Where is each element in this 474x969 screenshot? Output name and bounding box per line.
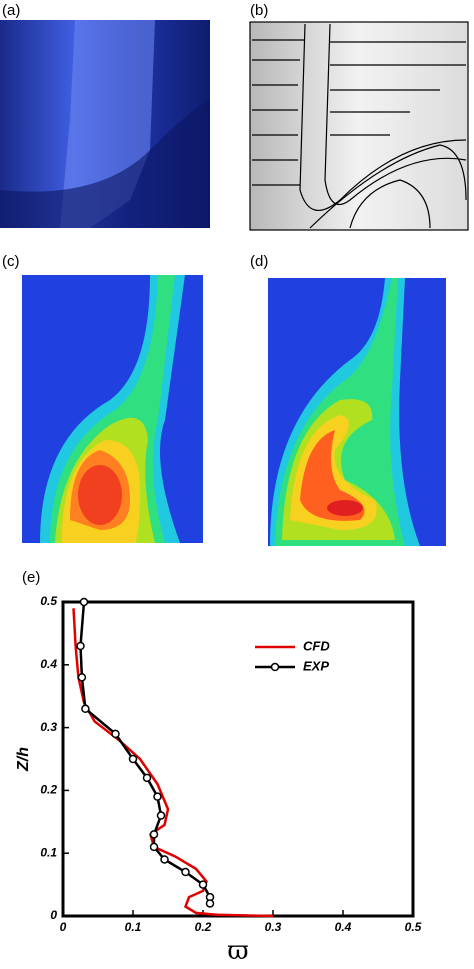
x-tick-label: 0.5 [405,920,422,934]
data-point [128,754,138,764]
data-point [156,811,166,820]
y-axis-label: Z/h [15,747,32,772]
y-tick-label: 0.1 [40,845,57,859]
x-axis-label: ϖ [227,936,248,964]
data-point [160,855,169,864]
data-point [153,792,162,801]
panel-label: (b) [250,2,268,19]
y-tick-label: 0 [50,908,57,922]
legend-label: CFD [303,638,330,653]
panel-label: (d) [250,253,268,270]
data-point [76,641,85,651]
panel-label: (a) [2,2,20,19]
y-tick-label: 0.2 [40,783,57,797]
legend-marker [270,662,280,672]
plot-frame [61,600,415,918]
photo-panel [0,20,210,228]
data-point [81,704,90,714]
y-tick-label: 0.4 [40,657,57,671]
legend-label: EXP [303,658,329,673]
data-point [149,842,159,852]
data-point [198,880,208,889]
contour-panel [22,275,203,543]
data-point [111,729,120,739]
data-point [79,597,89,607]
data-point [142,773,152,783]
panel-label: (c) [2,253,20,270]
series-line [79,601,212,904]
data-point [181,867,190,877]
panel-label: (e) [22,569,40,586]
data-point [149,830,159,839]
x-tick-label: 0 [60,920,67,934]
y-tick-label: 0.3 [40,720,57,734]
x-tick-label: 0.2 [195,920,212,934]
x-tick-label: 0.1 [125,920,142,934]
series-line [72,608,274,918]
data-point [205,899,215,908]
x-tick-label: 0.4 [335,920,352,934]
contour-panel [268,278,446,546]
y-tick-label: 0.5 [40,594,57,608]
streamline-panel [249,21,469,231]
data-point [77,673,87,682]
x-tick-label: 0.3 [265,920,282,934]
